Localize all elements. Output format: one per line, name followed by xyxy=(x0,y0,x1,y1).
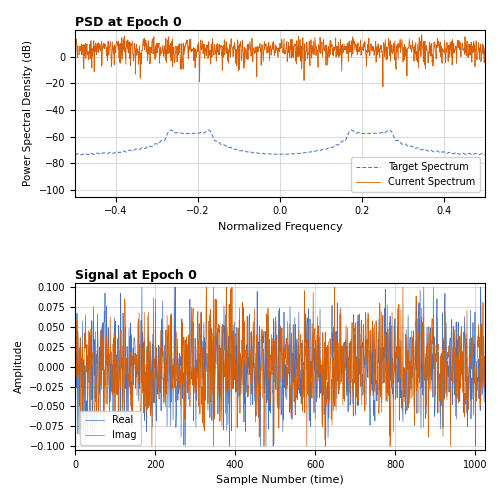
Current Spectrum xyxy=(232,41,238,47)
Imag xyxy=(232,348,238,354)
Target Spectrum xyxy=(72,152,78,158)
Real xyxy=(422,377,428,383)
Imag xyxy=(72,360,78,366)
Imag xyxy=(206,364,212,370)
Target Spectrum xyxy=(421,146,427,152)
Real xyxy=(482,378,488,384)
Imag xyxy=(272,338,278,344)
Imag xyxy=(204,284,210,290)
X-axis label: Normalized Frequency: Normalized Frequency xyxy=(218,222,342,232)
Line: Real: Real xyxy=(75,288,484,446)
Current Spectrum xyxy=(400,49,406,55)
X-axis label: Sample Number (time): Sample Number (time) xyxy=(216,476,344,486)
Text: PSD at Epoch 0: PSD at Epoch 0 xyxy=(75,16,182,29)
Imag xyxy=(400,284,406,290)
Current Spectrum xyxy=(80,42,86,48)
Target Spectrum xyxy=(80,151,86,157)
Target Spectrum xyxy=(205,127,211,133)
Current Spectrum xyxy=(418,32,424,38)
Target Spectrum xyxy=(232,146,238,152)
Imag xyxy=(482,354,488,360)
Real xyxy=(400,418,406,424)
Target Spectrum xyxy=(168,127,173,133)
Real xyxy=(205,400,211,406)
Current Spectrum xyxy=(422,62,428,68)
Target Spectrum xyxy=(400,141,406,147)
Imag xyxy=(182,443,188,449)
Imag xyxy=(80,380,86,386)
Real xyxy=(72,380,78,386)
Legend: Target Spectrum, Current Spectrum: Target Spectrum, Current Spectrum xyxy=(351,157,480,192)
Real xyxy=(80,432,86,438)
Real xyxy=(272,356,278,362)
Line: Target Spectrum: Target Spectrum xyxy=(75,130,484,155)
Current Spectrum xyxy=(204,42,210,48)
Line: Current Spectrum: Current Spectrum xyxy=(75,35,484,87)
Current Spectrum xyxy=(482,46,488,52)
Y-axis label: Amplitude: Amplitude xyxy=(14,340,24,394)
Text: Signal at Epoch 0: Signal at Epoch 0 xyxy=(75,269,197,282)
Line: Imag: Imag xyxy=(75,288,484,446)
Current Spectrum xyxy=(72,56,78,62)
Target Spectrum xyxy=(482,152,488,158)
Legend: Real, Imag: Real, Imag xyxy=(80,410,142,445)
Real xyxy=(232,389,238,395)
Current Spectrum xyxy=(270,39,276,45)
Current Spectrum xyxy=(380,84,386,90)
Target Spectrum xyxy=(271,151,277,157)
Real xyxy=(139,284,145,290)
Real xyxy=(210,443,216,449)
Imag xyxy=(422,363,428,369)
Y-axis label: Power Spectral Density (dB): Power Spectral Density (dB) xyxy=(23,40,33,186)
